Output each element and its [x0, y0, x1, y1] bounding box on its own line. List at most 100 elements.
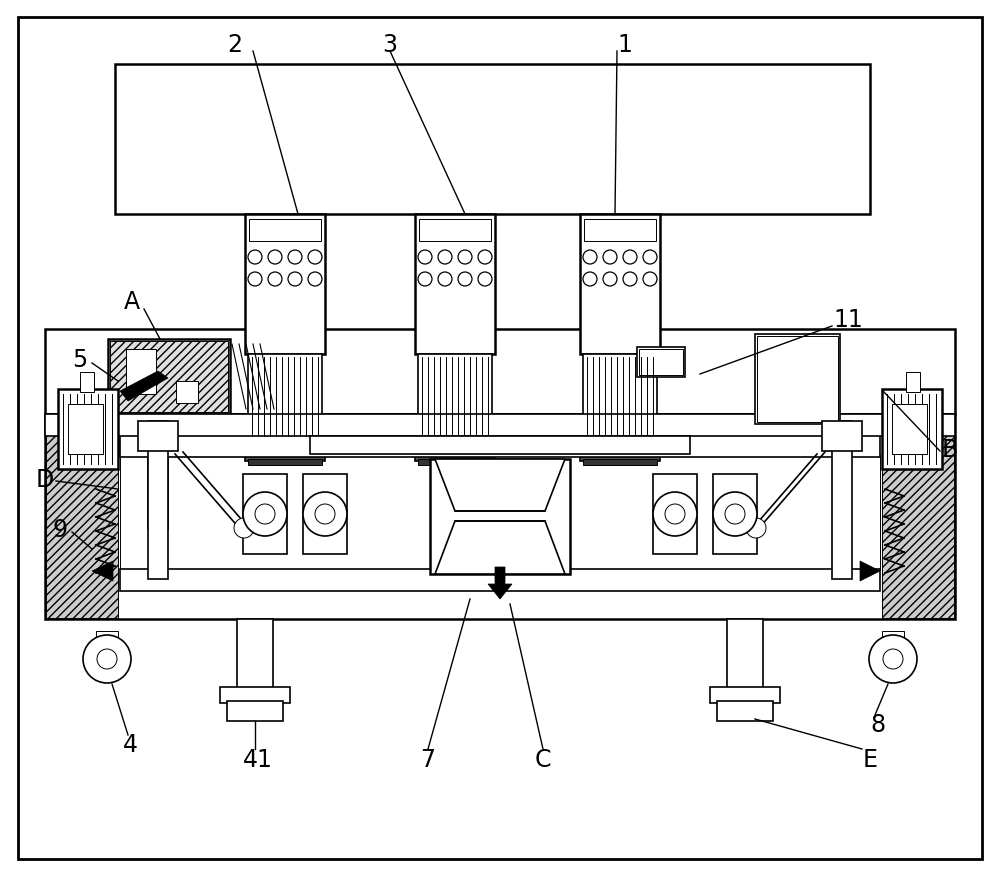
- Circle shape: [883, 649, 903, 669]
- Text: B: B: [942, 438, 958, 461]
- Bar: [710, 688, 780, 703]
- Circle shape: [438, 273, 452, 287]
- Text: 5: 5: [72, 347, 88, 372]
- Bar: [713, 474, 757, 554]
- Text: E: E: [862, 747, 878, 771]
- Bar: [138, 422, 178, 452]
- Bar: [822, 422, 862, 452]
- Circle shape: [268, 273, 282, 287]
- Bar: [45, 415, 955, 437]
- Bar: [882, 389, 942, 469]
- Text: 4: 4: [123, 732, 138, 756]
- Circle shape: [234, 518, 254, 538]
- Bar: [584, 220, 656, 242]
- Bar: [310, 437, 690, 454]
- Circle shape: [268, 251, 282, 265]
- Bar: [832, 422, 852, 580]
- Bar: [892, 404, 927, 454]
- Circle shape: [653, 493, 697, 537]
- Bar: [80, 373, 94, 393]
- Bar: [176, 381, 198, 403]
- Bar: [120, 569, 880, 591]
- Bar: [580, 447, 660, 461]
- Bar: [45, 415, 955, 619]
- Text: 2: 2: [228, 33, 243, 57]
- Text: 3: 3: [383, 33, 398, 57]
- Circle shape: [288, 273, 302, 287]
- Circle shape: [255, 504, 275, 524]
- Circle shape: [308, 251, 322, 265]
- Bar: [249, 220, 321, 242]
- Bar: [45, 330, 955, 415]
- Bar: [415, 215, 495, 354]
- Circle shape: [315, 504, 335, 524]
- Circle shape: [248, 273, 262, 287]
- Circle shape: [478, 273, 492, 287]
- Circle shape: [308, 273, 322, 287]
- Polygon shape: [435, 460, 565, 511]
- Circle shape: [458, 273, 472, 287]
- Bar: [727, 619, 763, 689]
- Text: 41: 41: [243, 747, 273, 771]
- Circle shape: [418, 251, 432, 265]
- Polygon shape: [435, 522, 565, 574]
- Bar: [717, 702, 773, 721]
- Circle shape: [583, 251, 597, 265]
- Circle shape: [248, 251, 262, 265]
- Bar: [237, 619, 273, 689]
- Text: D: D: [36, 467, 54, 491]
- Circle shape: [746, 518, 766, 538]
- Circle shape: [583, 273, 597, 287]
- Bar: [303, 474, 347, 554]
- Bar: [757, 337, 838, 423]
- Circle shape: [623, 251, 637, 265]
- Bar: [96, 631, 118, 646]
- Bar: [882, 416, 954, 618]
- Bar: [580, 215, 660, 354]
- Bar: [58, 389, 118, 469]
- Bar: [148, 415, 168, 530]
- Bar: [227, 702, 283, 721]
- Bar: [68, 404, 103, 454]
- Circle shape: [665, 504, 685, 524]
- Bar: [248, 354, 322, 439]
- Text: 8: 8: [870, 712, 886, 736]
- Circle shape: [243, 493, 287, 537]
- Circle shape: [643, 251, 657, 265]
- Polygon shape: [488, 567, 512, 599]
- Bar: [245, 447, 325, 461]
- Bar: [419, 220, 491, 242]
- Circle shape: [303, 493, 347, 537]
- Bar: [430, 460, 570, 574]
- Bar: [418, 460, 492, 466]
- Bar: [906, 373, 920, 393]
- Bar: [882, 631, 904, 646]
- Circle shape: [623, 273, 637, 287]
- Bar: [248, 460, 322, 466]
- Bar: [245, 215, 325, 354]
- Circle shape: [603, 273, 617, 287]
- Circle shape: [713, 493, 757, 537]
- Circle shape: [725, 504, 745, 524]
- Bar: [108, 339, 230, 415]
- Text: C: C: [535, 747, 551, 771]
- Bar: [120, 455, 880, 570]
- Bar: [582, 438, 658, 450]
- Bar: [148, 422, 168, 580]
- Bar: [755, 335, 840, 424]
- Bar: [110, 342, 228, 412]
- Circle shape: [643, 273, 657, 287]
- Bar: [120, 430, 880, 458]
- Bar: [418, 354, 492, 439]
- Text: 1: 1: [618, 33, 632, 57]
- Bar: [126, 350, 156, 395]
- Circle shape: [97, 649, 117, 669]
- Circle shape: [438, 251, 452, 265]
- Text: 7: 7: [421, 747, 436, 771]
- Text: A: A: [124, 289, 140, 314]
- Bar: [46, 416, 118, 618]
- Polygon shape: [860, 561, 880, 581]
- Bar: [417, 438, 493, 450]
- Bar: [220, 688, 290, 703]
- Circle shape: [478, 251, 492, 265]
